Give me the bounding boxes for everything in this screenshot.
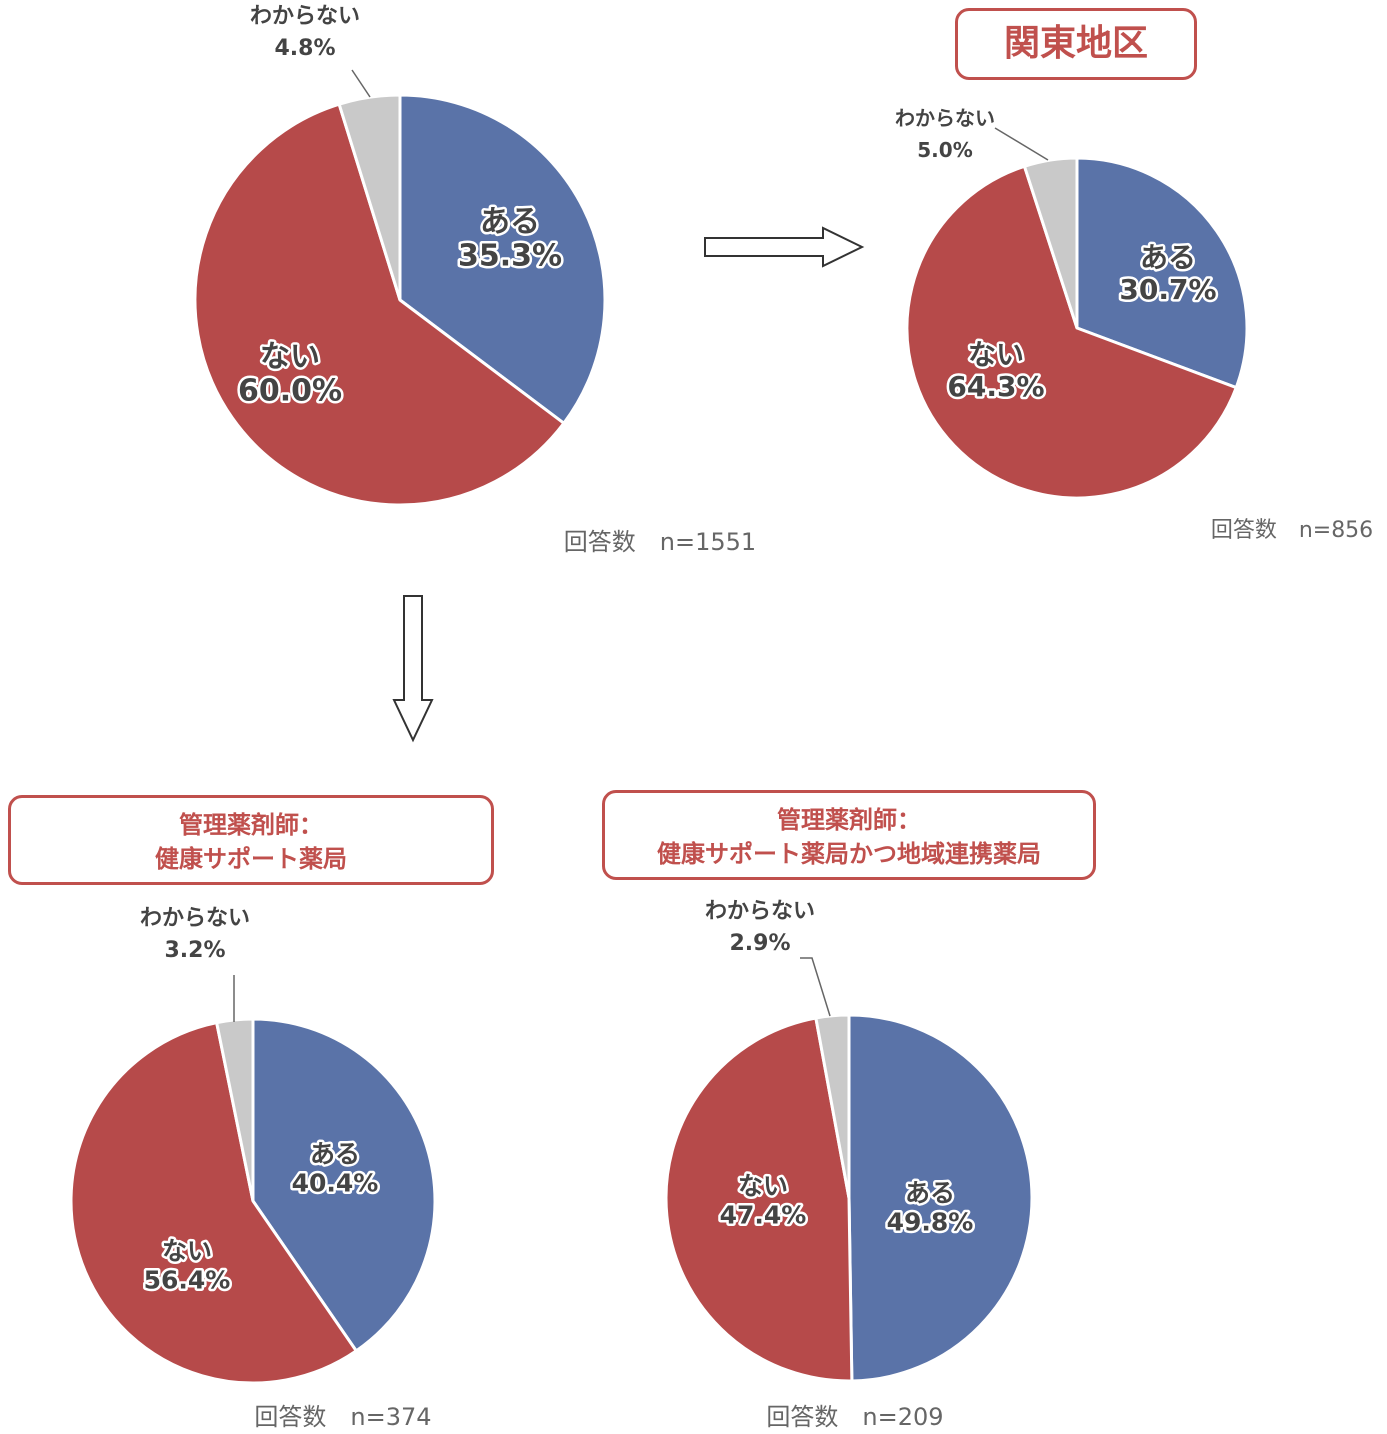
- health-response-count: 回答数 n=374: [254, 1403, 431, 1431]
- health-support-title-box: 管理薬剤師： 健康サポート薬局: [8, 795, 494, 885]
- kanto-slice-1: [905, 164, 1239, 500]
- overall-response-count: 回答数 n=1551: [564, 528, 756, 556]
- kanto-label-name-0: ある: [1140, 241, 1196, 274]
- kanto-title-box: 関東地区: [955, 8, 1197, 80]
- right-arrow-icon: [704, 226, 865, 268]
- overall-label-value-2: 4.8%: [274, 36, 335, 61]
- overall-label-value-1: 60.0%: [238, 374, 342, 409]
- both-slice-0: [847, 1013, 1034, 1383]
- health-and-regional-title-line2: 健康サポート薬局かつ地域連携薬局: [657, 840, 1041, 868]
- health-label-value-2: 3.2%: [164, 938, 225, 963]
- health-support-title-line1: 管理薬剤師：: [179, 811, 323, 839]
- both-slice-1: [664, 1016, 854, 1383]
- kanto-slice-2: [1022, 156, 1079, 329]
- both-slice-2: [814, 1013, 851, 1199]
- health-support-title-line2: 健康サポート薬局: [155, 845, 347, 873]
- both-label-name-2: わからない: [705, 899, 815, 924]
- overall-slice-0: [398, 93, 607, 426]
- both-leader-line: [800, 957, 831, 1017]
- kanto-slice-0: [1075, 156, 1249, 390]
- kanto-label-value-1: 64.3%: [947, 370, 1044, 403]
- overall-label-value-0: 35.3%: [458, 239, 562, 274]
- overall-slice-1: [193, 102, 566, 507]
- health-label-value-1: 56.4%: [144, 1265, 231, 1294]
- health-label-value-0: 40.4%: [292, 1168, 379, 1197]
- kanto-label-name-1: ない: [968, 338, 1024, 371]
- overall-label-name-0: ある: [480, 205, 540, 240]
- both-label-value-1: 47.4%: [720, 1200, 807, 1229]
- health-label-name-0: ある: [310, 1139, 360, 1168]
- kanto-leader-line: [994, 127, 1049, 161]
- overall-label-name-2: わからない: [250, 4, 360, 29]
- kanto-title: 関東地区: [1003, 23, 1148, 64]
- both-label-value-0: 49.8%: [887, 1207, 974, 1236]
- kanto-label-value-2: 5.0%: [917, 138, 972, 162]
- kanto-response-count: 回答数 n=856: [1211, 518, 1373, 543]
- health-slice-1: [69, 1020, 359, 1385]
- down-arrow-icon: [392, 595, 434, 743]
- overall-slice-2: [337, 93, 402, 301]
- health-slice-0: [251, 1017, 437, 1353]
- both-label-value-2: 2.9%: [729, 931, 790, 956]
- health-and-regional-title-box: 管理薬剤師： 健康サポート薬局かつ地域連携薬局: [602, 790, 1096, 880]
- both-label-name-1: ない: [738, 1171, 788, 1200]
- overall-leader-line: [351, 69, 371, 98]
- health-label-name-1: ない: [162, 1236, 212, 1265]
- both-response-count: 回答数 n=209: [766, 1403, 943, 1431]
- health-label-name-2: わからない: [140, 906, 250, 931]
- overall-label-name-1: ない: [260, 340, 320, 375]
- kanto-label-name-2: わからない: [895, 106, 995, 130]
- health-and-regional-title-line1: 管理薬剤師：: [777, 806, 921, 834]
- kanto-label-value-0: 30.7%: [1119, 273, 1216, 306]
- both-label-name-0: ある: [905, 1178, 955, 1207]
